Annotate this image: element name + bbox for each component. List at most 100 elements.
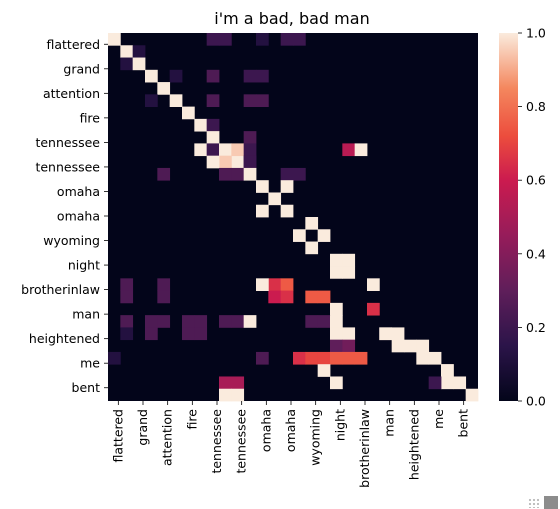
colorbar-tick-label: 1.0: [526, 26, 546, 41]
heatmap-cell: [342, 143, 356, 157]
heatmap-cell: [108, 351, 121, 365]
heatmap-cell: [293, 167, 306, 181]
heatmap-cell: [120, 278, 134, 291]
x-tick-label: attention: [160, 409, 175, 466]
y-tick-label: fire: [80, 110, 101, 125]
heatmap-cell: [206, 33, 220, 46]
heatmap-cell: [317, 229, 331, 242]
heatmap-cell: [206, 143, 220, 157]
y-tick-label: tennessee: [35, 135, 100, 150]
heatmap-cell: [206, 69, 220, 83]
chart-title: i'm a bad, bad man: [214, 9, 369, 28]
heatmap-cell: [169, 69, 183, 83]
heatmap-cell: [243, 131, 257, 144]
x-tick-label: grand: [135, 409, 150, 446]
heatmap-cell: [157, 82, 171, 95]
heatmap-cell: [330, 302, 343, 316]
heatmap-cell: [182, 327, 195, 341]
x-tick-label: omaha: [283, 409, 298, 452]
heatmap-cell: [243, 69, 257, 83]
y-tick-label: brotherinlaw: [21, 282, 100, 297]
y-tick-label: wyoming: [43, 233, 100, 248]
x-tick-label: me: [431, 409, 446, 429]
y-tick-label: omaha: [57, 184, 100, 199]
x-tick-label: wyoming: [308, 409, 323, 466]
heatmap-cell: [145, 94, 158, 107]
heatmap-cell: [219, 33, 232, 46]
heatmap-cell: [120, 290, 134, 304]
heatmap-cell: [231, 315, 245, 328]
heatmap-cell: [120, 327, 134, 341]
heatmap-cell: [194, 118, 208, 132]
heatmap-cell: [354, 351, 368, 365]
heatmap-cell: [206, 155, 220, 169]
gray-square-icon: [544, 496, 558, 509]
heatmap-cell: [132, 57, 146, 71]
heatmap-cell: [391, 339, 405, 353]
y-tick-label: omaha: [57, 209, 100, 224]
heatmap-cell: [231, 143, 245, 157]
heatmap-cell: [132, 45, 146, 58]
heatmap-cell: [256, 278, 269, 291]
heatmap-cell: [404, 339, 417, 353]
heatmap-cell: [157, 315, 171, 328]
heatmap-cell: [342, 266, 356, 279]
heatmap-cell: [206, 94, 220, 107]
heatmap-cell: [268, 192, 282, 206]
x-tick-label: fire: [184, 409, 199, 430]
heatmap-cell: [145, 315, 158, 328]
heatmap-cell: [256, 69, 269, 83]
heatmap-cell: [367, 302, 380, 316]
heatmap-cell: [182, 315, 195, 328]
heatmap-cell: [354, 143, 368, 157]
heatmap-cell: [441, 376, 454, 390]
heatmap-cell: [120, 57, 134, 71]
y-tick-label: attention: [43, 86, 100, 101]
x-tick-label: tennessee: [209, 409, 224, 474]
x-tick-label: brotherinlaw: [357, 409, 372, 488]
heatmap-cell: [120, 315, 134, 328]
heatmap-cell: [330, 351, 343, 365]
heatmap-cell: [243, 315, 257, 328]
heatmap-cell: [367, 278, 380, 291]
heatmap-cell: [231, 167, 245, 181]
colorbar-tick-label: 0.8: [526, 99, 546, 114]
colorbar-tick-label: 0.0: [526, 394, 546, 409]
heatmap-cell: [428, 376, 442, 390]
heatmap-cell: [194, 315, 208, 328]
heatmap-cell: [145, 327, 158, 341]
y-tick-label: night: [68, 258, 100, 273]
heatmap-cell: [280, 33, 294, 46]
colorbar-tick-label: 0.4: [526, 246, 546, 261]
y-tick-label: me: [80, 356, 100, 371]
heatmap-cell: [453, 376, 467, 390]
heatmap-cell: [416, 339, 430, 353]
heatmap-cell: [293, 351, 306, 365]
heatmap-cell: [293, 229, 306, 242]
heatmap-cell: [317, 364, 331, 377]
heatmap-cell: [293, 33, 306, 46]
heatmap-cell: [231, 376, 245, 390]
heatmap-cell: [256, 204, 269, 218]
heatmap-cell: [305, 217, 319, 230]
heatmap-cell: [243, 143, 257, 157]
heatmap-cell: [280, 167, 294, 181]
heatmap-cell: [120, 45, 134, 58]
heatmap-cell: [194, 327, 208, 341]
heatmap-cell: [219, 376, 232, 390]
heatmap-cell: [391, 327, 405, 341]
heatmap-cell: [219, 143, 232, 157]
resize-handle[interactable]: [528, 495, 558, 509]
heatmap-cell: [243, 94, 257, 107]
x-tick-label: omaha: [258, 409, 273, 452]
heatmap-cell: [243, 167, 257, 181]
heatmap-cell: [108, 33, 121, 46]
heatmap-cell: [243, 155, 257, 169]
heatmap-cell: [182, 106, 195, 120]
heatmap-cell: [231, 155, 245, 169]
x-tick-label: tennessee: [234, 409, 249, 474]
heatmap-cell: [145, 69, 158, 83]
heatmap-cell: [342, 253, 356, 267]
x-axis-ticks: flattered grand attention fire tennessee tenn…: [110, 401, 471, 488]
heatmap-cell: [280, 180, 294, 193]
